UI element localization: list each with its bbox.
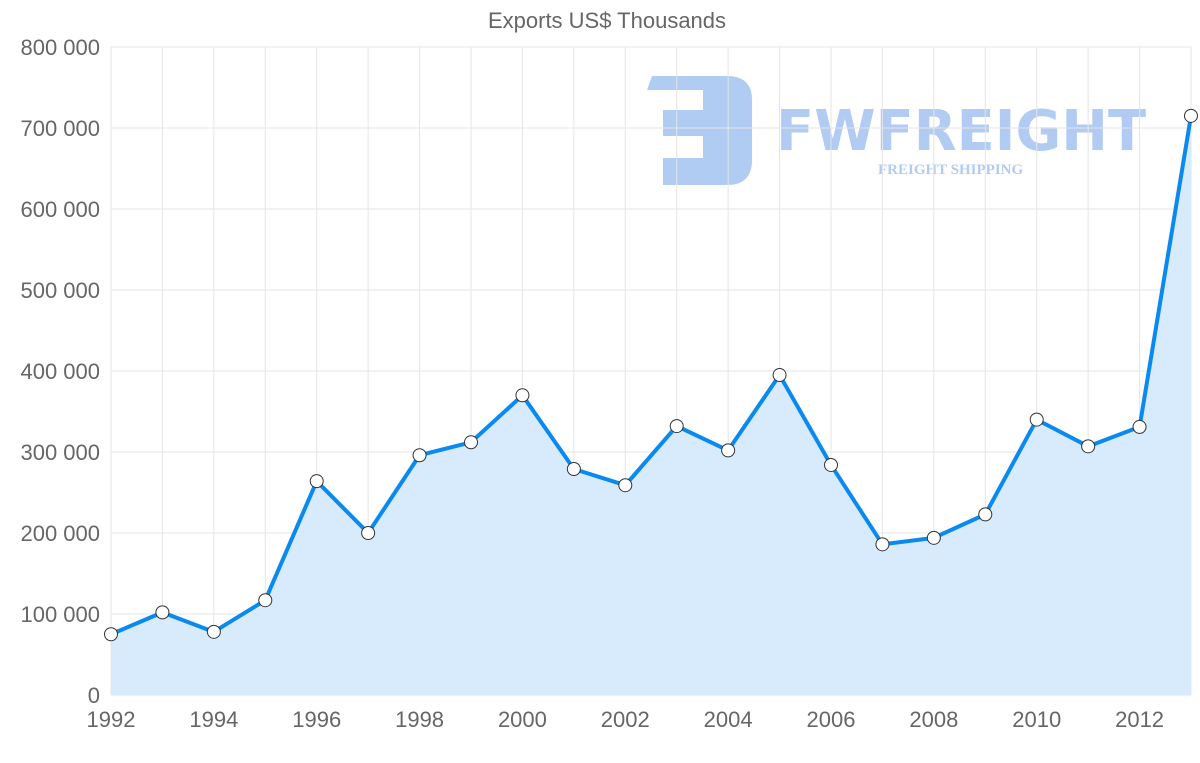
- x-tick-label: 1998: [395, 707, 444, 732]
- data-point: [618, 478, 633, 493]
- data-point: [721, 443, 736, 458]
- data-point: [361, 526, 376, 540]
- y-tick-label: 300 000: [20, 440, 100, 465]
- data-point: [566, 462, 581, 477]
- data-point: [1081, 439, 1096, 454]
- x-tick-label: 2004: [704, 707, 753, 732]
- data-point: [412, 448, 427, 463]
- data-point: [515, 388, 530, 403]
- series-line: [110, 115, 1193, 637]
- x-tick-label: 2010: [1012, 707, 1061, 732]
- x-tick-label: 2008: [909, 707, 958, 732]
- y-tick-label: 800 000: [20, 35, 100, 60]
- chart-title: Exports US$ Thousands: [487, 8, 727, 33]
- series-area-fill: [111, 115, 1191, 696]
- y-tick-label: 400 000: [20, 359, 100, 384]
- x-tick-label: 2002: [601, 707, 650, 732]
- x-tick-label: 1992: [87, 707, 136, 732]
- data-point: [104, 627, 118, 642]
- x-tick-label: 2006: [807, 707, 856, 732]
- data-point: [206, 624, 221, 639]
- x-tick-label: 1996: [292, 707, 341, 732]
- y-tick-label: 600 000: [20, 197, 100, 222]
- data-point: [155, 605, 170, 620]
- y-tick-label: 700 000: [20, 116, 100, 141]
- data-point: [1184, 108, 1198, 123]
- data-point: [1132, 419, 1147, 434]
- data-point: [772, 368, 787, 383]
- y-tick-label: 100 000: [20, 602, 100, 627]
- data-point: [464, 435, 478, 450]
- data-point: [258, 593, 273, 608]
- data-point: [1029, 412, 1044, 427]
- y-tick-label: 0: [88, 683, 100, 708]
- fwfreight-watermark-logo: FWFREIGHT FREIGHT SHIPPING: [647, 76, 1146, 185]
- svg-text:FREIGHT SHIPPING: FREIGHT SHIPPING: [878, 162, 1023, 178]
- x-tick-label: 1994: [189, 707, 238, 732]
- svg-text:FWFREIGHT: FWFREIGHT: [776, 99, 1146, 164]
- data-point: [926, 530, 941, 545]
- data-point: [978, 507, 993, 522]
- data-point: [309, 474, 324, 489]
- data-point: [824, 457, 838, 472]
- y-tick-label: 200 000: [20, 521, 100, 546]
- data-point: [875, 537, 890, 552]
- y-tick-label: 500 000: [20, 278, 100, 303]
- data-point: [669, 419, 684, 434]
- x-tick-label: 2012: [1115, 707, 1164, 732]
- x-tick-label: 2000: [498, 707, 547, 732]
